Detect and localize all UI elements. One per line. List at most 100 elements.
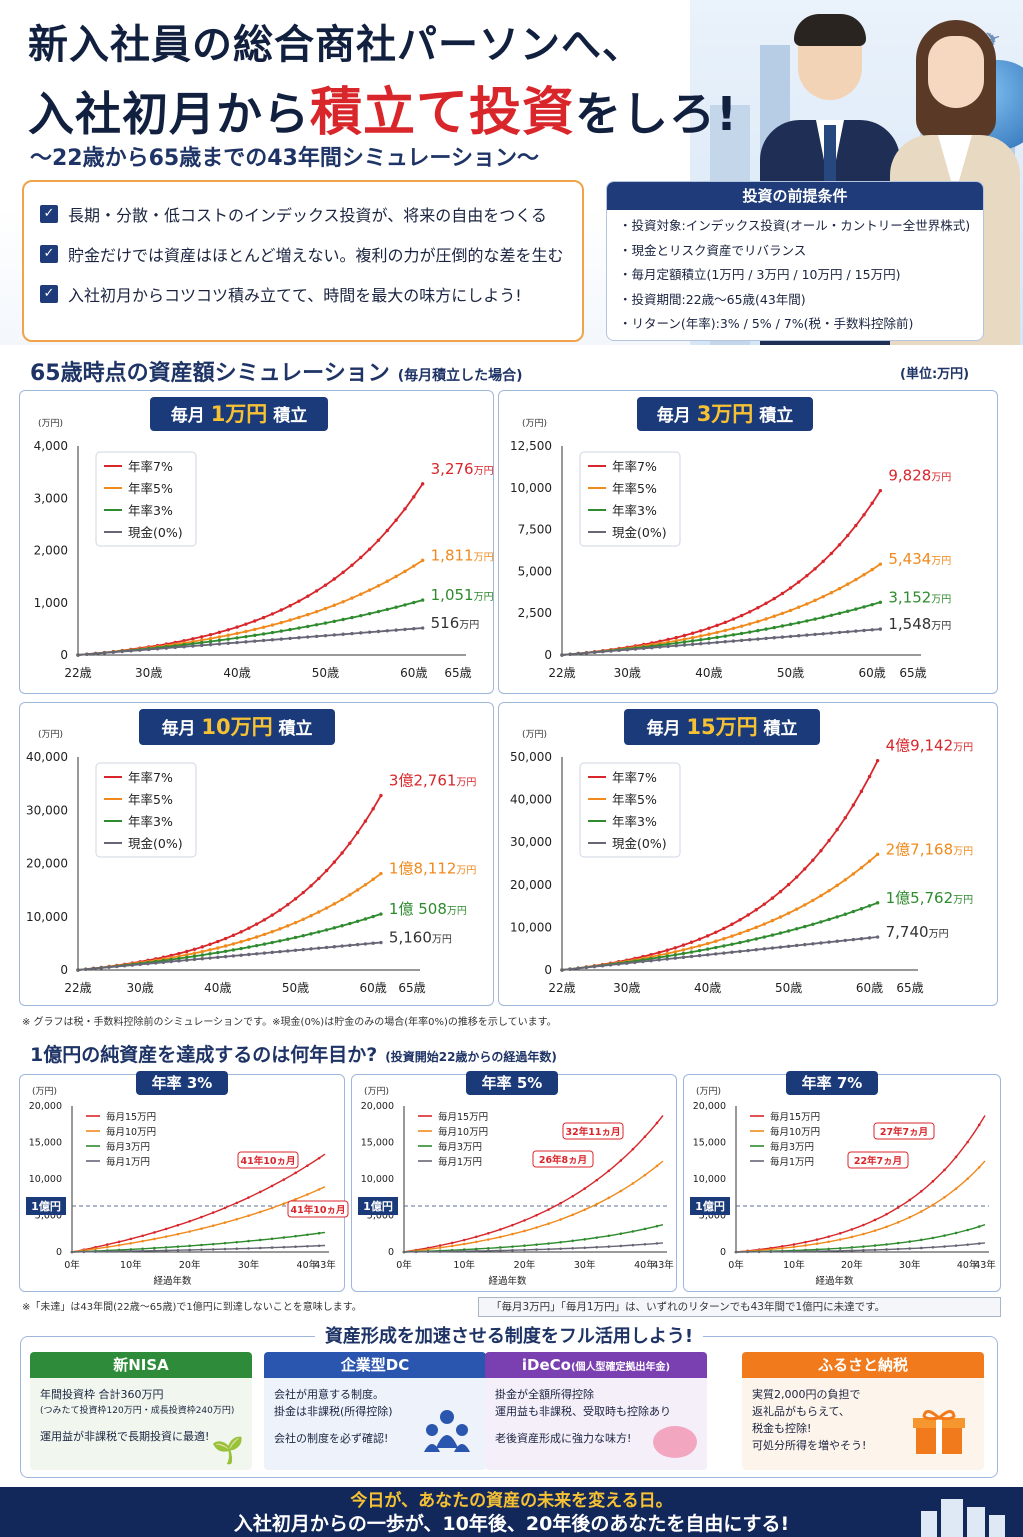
series-line-3 (77, 627, 423, 656)
y-tick-label: 20,000 (510, 878, 552, 892)
oku-threshold-label: 1億円 (31, 1199, 61, 1213)
simulation-section-title: 65歳時点の資産額シミュレーション (毎月積立した場合) (30, 361, 523, 386)
x-tick-label: 30年 (574, 1259, 596, 1271)
callout-box (562, 1122, 624, 1140)
asset-chart-1: (万円) 12,500 10,000 7,500 5,000 2,500 0 22歳 30歳 40… (510, 418, 951, 680)
end-value-label: 1,051万円 (431, 586, 494, 604)
series-line-3 (561, 628, 881, 656)
series-line-3 (71, 1244, 326, 1253)
checkbox-icon: ✓ (40, 285, 58, 303)
premise-title: 投資の前提条件 (607, 182, 983, 210)
x-tick-label: 43年 (652, 1259, 674, 1271)
callout-label: 41年10ヵ月 (241, 1155, 296, 1167)
footer-line-1: 今日が、あなたの資産の未来を変える日。 (350, 1491, 673, 1511)
series-line-3 (736, 1242, 986, 1253)
y-tick-label: 40,000 (510, 793, 552, 807)
y-tick-label: 15,000 (29, 1138, 62, 1149)
system-card-title: 新NISA (30, 1352, 252, 1378)
series-line-3 (77, 941, 381, 971)
premise-item: ・投資対象:インデックス投資(オール・カントリー全世界株式) (619, 218, 971, 233)
x-tick-label: 60歳 (360, 981, 387, 995)
unit-label: (単位:万円) (900, 367, 970, 382)
legend-label: 年率3% (612, 503, 657, 518)
y-tick-label: 30,000 (26, 803, 68, 817)
system-card-line: 返礼品がもらえて、 (752, 1405, 850, 1418)
y-axis-unit: (万円) (522, 729, 547, 740)
legend-label: 現金(0%) (128, 525, 183, 540)
x-tick-label: 30歳 (613, 981, 640, 995)
oku-chart-2: (万円) 20,000 15,000 10,000 5,000 00年 10年 20年 30年 4… (690, 1086, 996, 1287)
y-tick-label: 5,000 (367, 1211, 394, 1222)
oku-chart-0: (万円) 20,000 15,000 10,000 5,000 00年 10年 20年 30年 4… (26, 1086, 349, 1287)
y-tick-label: 10,000 (510, 920, 552, 934)
checkbox-icon: ✓ (40, 245, 58, 263)
system-card-line: 運用益が非課税で長期投資に最適! (40, 1430, 210, 1443)
x-tick-label: 22歳 (548, 666, 575, 680)
x-tick-label: 22歳 (64, 666, 91, 680)
end-value-label: 1,811万円 (431, 546, 494, 564)
oku-threshold-badge (358, 1197, 398, 1215)
asset-chart-3: (万円) 50,000 40,000 30,000 20,000 10,000 0 22歳 30… (510, 729, 973, 995)
y-tick-label: 30,000 (510, 835, 552, 849)
legend-label: 毎月1万円 (438, 1156, 482, 1168)
premise-item: ・毎月定額積立(1万円 / 3万円 / 10万円 / 15万円) (619, 267, 901, 282)
x-tick-label: 60歳 (859, 666, 886, 680)
systems-section-title: 資産形成を加速させる制度をフル活用しよう! (20, 1322, 998, 1350)
series-line-1 (735, 1160, 986, 1253)
y-tick-label: 1,000 (34, 596, 68, 610)
oku-threshold-badge (690, 1197, 730, 1215)
asset-chart-2: (万円) 40,000 30,000 20,000 10,000 0 22歳 30歳 40歳 50… (26, 729, 476, 995)
x-tick-label: 65歳 (896, 981, 923, 995)
y-tick-label: 2,500 (518, 606, 552, 620)
y-tick-label: 10,000 (361, 1174, 394, 1185)
city-buildings-icon (921, 1499, 1005, 1537)
legend-label: 毎月3万円 (770, 1141, 814, 1153)
x-tick-label: 0年 (728, 1259, 744, 1271)
premise-item: ・リターン(年率):3% / 5% / 7%(税・手数料控除前) (619, 316, 914, 331)
y-tick-label: 4,000 (34, 439, 68, 453)
legend-label: 年率5% (612, 481, 657, 496)
callout-label: 26年8ヵ月 (539, 1154, 587, 1166)
oku-panel-3pct (19, 1074, 345, 1292)
end-value-label: 7,740万円 (886, 923, 949, 941)
system-card-line: 可処分所得を増やそう! (752, 1439, 867, 1452)
legend-label: 現金(0%) (128, 836, 183, 851)
legend-label: 毎月3万円 (438, 1141, 482, 1153)
gift-box-icon (913, 1410, 965, 1454)
oku-title-badge: 年率 7% (786, 1071, 878, 1095)
end-value-label: 516万円 (431, 614, 480, 632)
system-card-title: iDeCo(個人型確定拠出年金) (485, 1352, 707, 1378)
legend-label: 年率3% (128, 814, 173, 829)
oku-threshold-label: 1億円 (363, 1199, 393, 1213)
key-point: ✓ 入社初月からコツコツ積み立てて、時間を最大の味方にしよう! (40, 274, 566, 314)
y-axis-unit: (万円) (38, 418, 63, 429)
checkbox-icon: ✓ (40, 205, 58, 223)
legend-label: 現金(0%) (612, 836, 667, 851)
end-value-label: 1,548万円 (888, 615, 951, 633)
legend-label: 現金(0%) (612, 525, 667, 540)
series-markers (70, 1156, 321, 1254)
legend-box (579, 451, 681, 547)
system-card-line: 掛金が全額所得控除 (495, 1388, 594, 1401)
y-axis-unit: (万円) (364, 1086, 389, 1097)
y-tick-label: 10,000 (510, 481, 552, 495)
end-value-label: 5,160万円 (389, 929, 452, 947)
x-tick-label: 20年 (179, 1259, 201, 1271)
legend-label: 年率7% (128, 770, 173, 785)
y-tick-label: 10,000 (26, 910, 68, 924)
series-line-1 (71, 1186, 326, 1253)
y-tick-label: 0 (720, 1247, 726, 1258)
x-tick-label: 50歳 (312, 666, 339, 680)
system-card-ideco: iDeCo(個人型確定拠出年金) 掛金が全額所得控除 運用益も非課税、受取時も控… (485, 1352, 707, 1470)
end-value-label: 3億2,761万円 (389, 772, 477, 790)
series-markers (70, 1188, 321, 1254)
x-tick-label: 40歳 (204, 981, 231, 995)
footer-line-2: 入社初月からの一歩が、10年後、20年後のあなたを自由にする! (233, 1513, 790, 1535)
legend-label: 年率5% (128, 792, 173, 807)
y-tick-label: 15,000 (361, 1138, 394, 1149)
x-tick-label: 0年 (64, 1259, 80, 1271)
legend-label: 年率7% (612, 459, 657, 474)
chart-title-badge: 毎月 10万円 積立 (139, 709, 335, 745)
x-tick-label: 40歳 (695, 666, 722, 680)
oku-chart-1: (万円) 20,000 15,000 10,000 5,000 00年 10年 20年 30年 4… (358, 1086, 674, 1287)
